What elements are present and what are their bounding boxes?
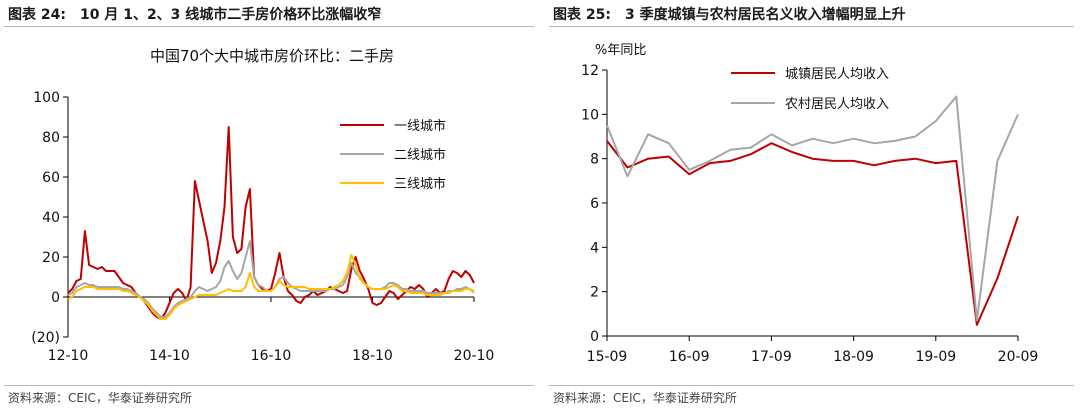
left-y-tick-label: 0 (51, 290, 60, 306)
right-x-tick-label: 18-09 (833, 349, 874, 365)
right-y-tick-label: 12 (581, 63, 599, 79)
right-y-tick-label: 2 (590, 285, 599, 301)
left-x-tick-label: 14-10 (149, 348, 190, 364)
left-source-divider (4, 385, 534, 386)
right-x-tick-label: 16-09 (669, 349, 710, 365)
right-series-line-2 (606, 95, 1019, 322)
left-y-tick-label: 80 (42, 130, 60, 146)
left-y-tick-label: 100 (33, 90, 60, 106)
right-figure-caption: 3 季度城镇与农村居民名义收入增幅明显上升 (624, 7, 906, 23)
right-legend-label-2: 农村居民人均收入 (785, 97, 889, 112)
right-y-tick-label: 0 (590, 329, 599, 345)
right-y-tick-label: 4 (590, 240, 599, 256)
right-x-tick-label: 15-09 (587, 349, 628, 365)
left-x-tick-label: 20-10 (454, 348, 495, 364)
right-legend-label-1: 城镇居民人均收入 (785, 67, 889, 82)
right-y-tick-label: 6 (590, 196, 599, 212)
left-y-tick-label: (20) (31, 330, 60, 346)
left-title-divider (4, 26, 534, 27)
left-y-tick-label: 60 (42, 170, 60, 186)
right-line-chart: %年同比 0 2 4 6 8 10 12 15-09 16-09 17-09 18-09 19-09 20… (581, 43, 1039, 365)
right-figure-panel: 图表 25: 3 季度城镇与农村居民名义收入增幅明显上升 %年同比 0 2 4 6 8 10 1… (545, 0, 1080, 411)
left-legend-label-1: 一线城市 (394, 118, 446, 134)
right-figure-title: 图表 25: 3 季度城镇与农村居民名义收入增幅明显上升 (553, 4, 906, 24)
right-x-tick-label: 19-09 (915, 349, 956, 365)
right-source-divider (549, 385, 1074, 386)
left-chart-title: 中国70个大中城市房价环比：二手房 (150, 47, 394, 65)
right-x-tick-label: 17-09 (751, 349, 792, 365)
left-legend-label-2: 二线城市 (394, 147, 446, 163)
left-series-line-3 (67, 254, 475, 320)
left-figure-title: 图表 24: 10 月 1、2、3 线城市二手房价格环比涨幅收窄 (8, 4, 381, 24)
left-line-chart: 中国70个大中城市房价环比：二手房 (20) 0 20 40 60 80 100 12-10 14… (31, 47, 495, 364)
left-figure-caption: 10 月 1、2、3 线城市二手房价格环比涨幅收窄 (79, 7, 382, 23)
right-title-divider (549, 26, 1074, 27)
right-x-tick-label: 20-09 (998, 349, 1039, 365)
left-source-note: 资料来源：CEIC，华泰证券研究所 (8, 391, 192, 405)
right-y-tick-label: 10 (581, 107, 599, 123)
left-figure-label: 图表 24: (8, 7, 66, 23)
right-series-line-1 (606, 140, 1019, 326)
left-x-tick-label: 16-10 (251, 348, 292, 364)
right-y-axis-label: %年同比 (595, 43, 646, 58)
left-y-tick-label: 40 (42, 210, 60, 226)
left-legend-label-3: 三线城市 (394, 176, 446, 192)
right-y-tick-label: 8 (590, 152, 599, 168)
left-figure-panel: 图表 24: 10 月 1、2、3 线城市二手房价格环比涨幅收窄 中国70个大中城… (4, 4, 534, 405)
left-x-tick-label: 12-10 (48, 348, 89, 364)
left-y-tick-label: 20 (42, 250, 60, 266)
right-source-note: 资料来源：CEIC，华泰证券研究所 (553, 391, 737, 405)
left-x-tick-label: 18-10 (352, 348, 393, 364)
right-figure-label: 图表 25: (553, 7, 611, 23)
left-series-line-2 (67, 240, 475, 318)
